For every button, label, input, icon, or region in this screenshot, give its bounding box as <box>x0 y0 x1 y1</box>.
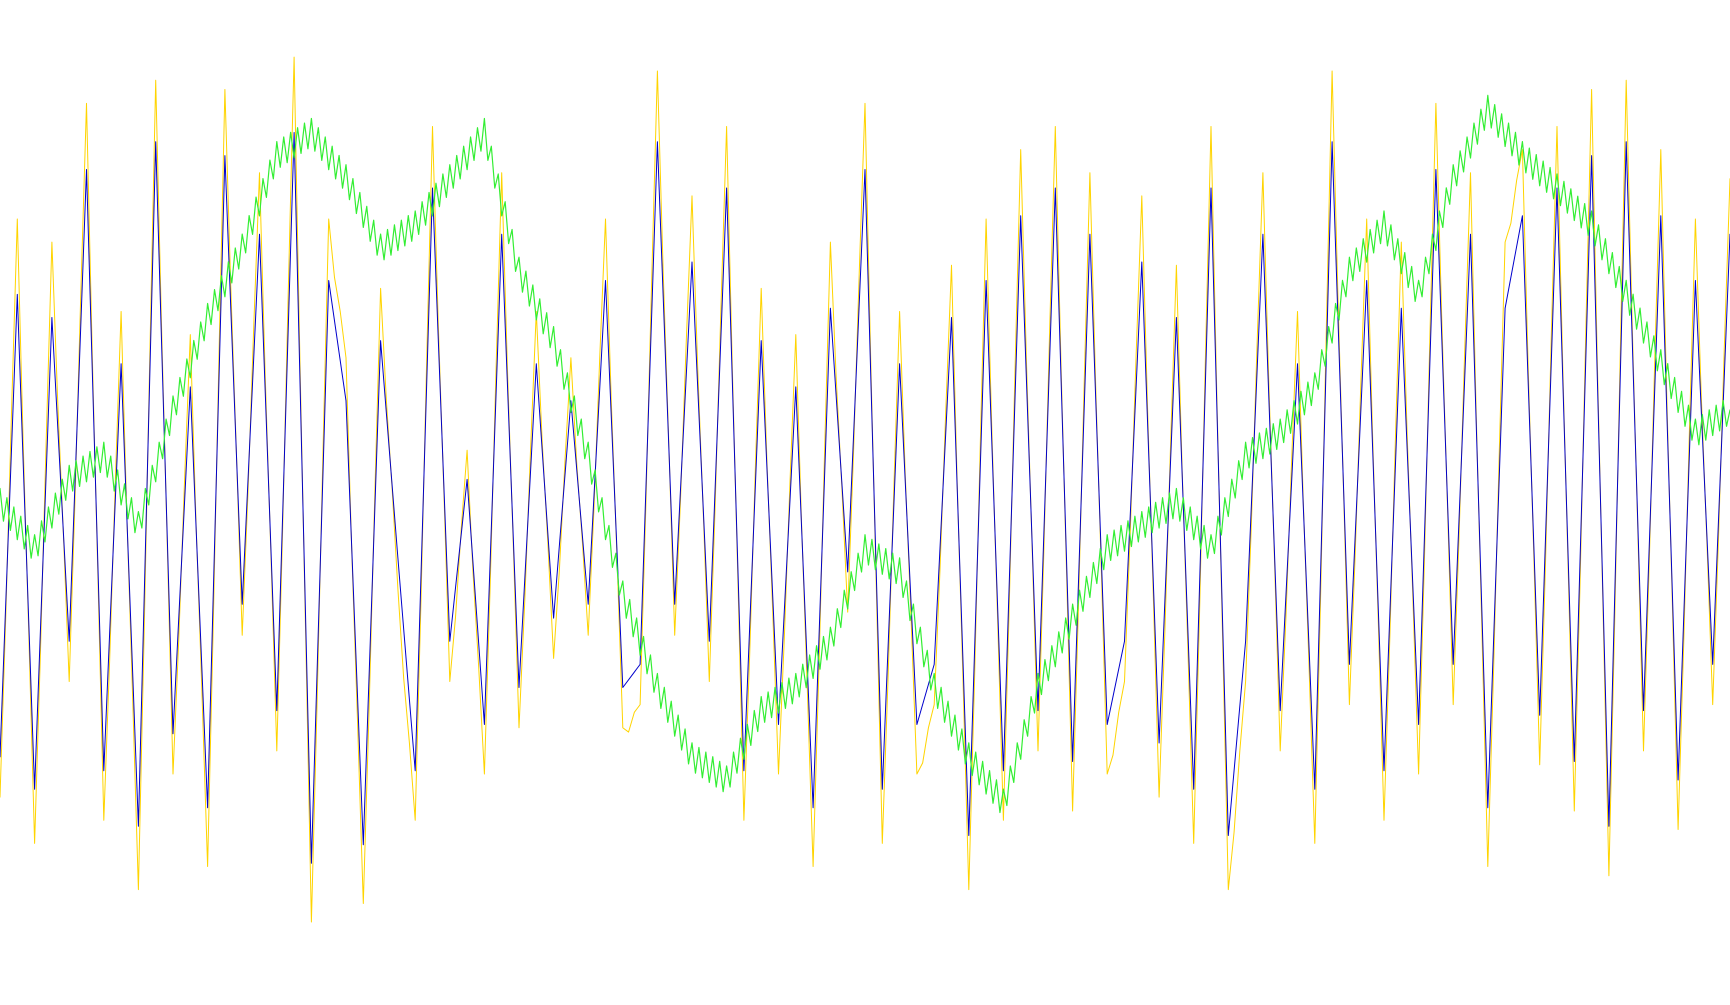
yellow-series-line <box>0 56 1730 923</box>
green-series-line <box>0 94 1730 814</box>
blue-series-line <box>0 132 1730 864</box>
series-layer <box>0 56 1730 923</box>
